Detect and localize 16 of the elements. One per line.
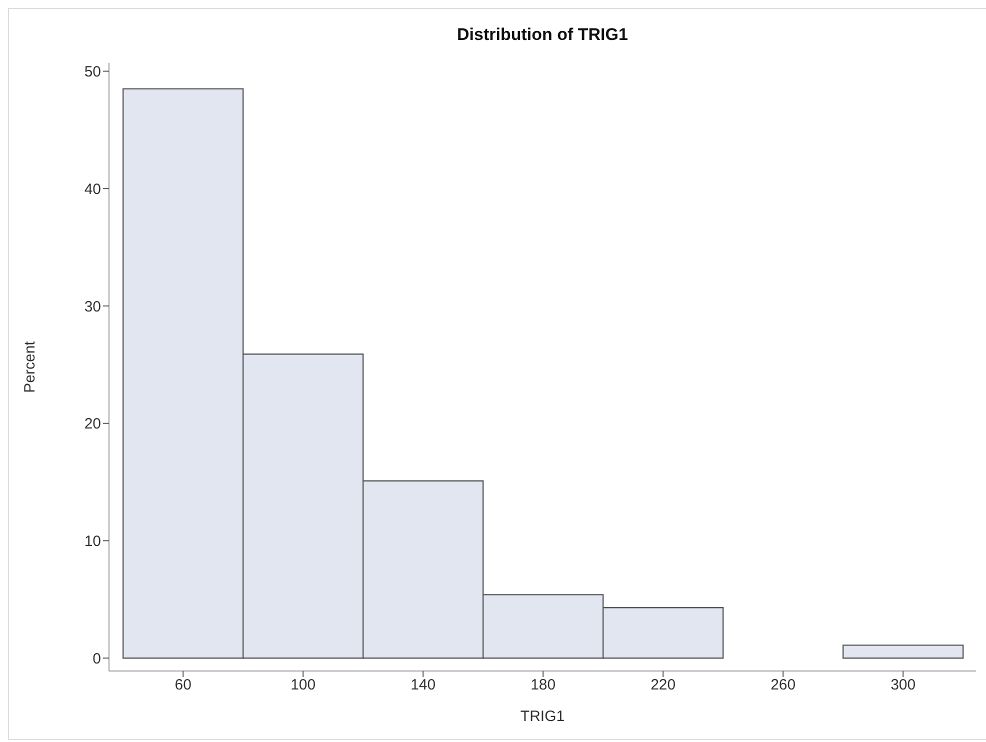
y-tick-label: 20 xyxy=(84,416,101,433)
x-tick-label: 140 xyxy=(410,676,436,694)
x-tick-label: 260 xyxy=(770,676,796,694)
y-tick-label: 50 xyxy=(84,64,101,81)
x-tick-label: 220 xyxy=(650,676,676,694)
x-tick-label: 180 xyxy=(530,676,556,694)
y-tick-label: 30 xyxy=(84,298,101,316)
x-tick-label: 60 xyxy=(174,676,192,694)
y-tick-label: 10 xyxy=(84,533,101,550)
x-axis-title: TRIG1 xyxy=(520,708,565,725)
x-tick-label: 100 xyxy=(290,676,316,694)
y-tick-label: 0 xyxy=(92,650,101,668)
y-tick-label: 40 xyxy=(84,180,101,198)
y-axis-title: Percent xyxy=(21,340,38,393)
chart-title: Distribution of TRIG1 xyxy=(456,25,629,45)
x-tick-label: 300 xyxy=(890,676,916,694)
